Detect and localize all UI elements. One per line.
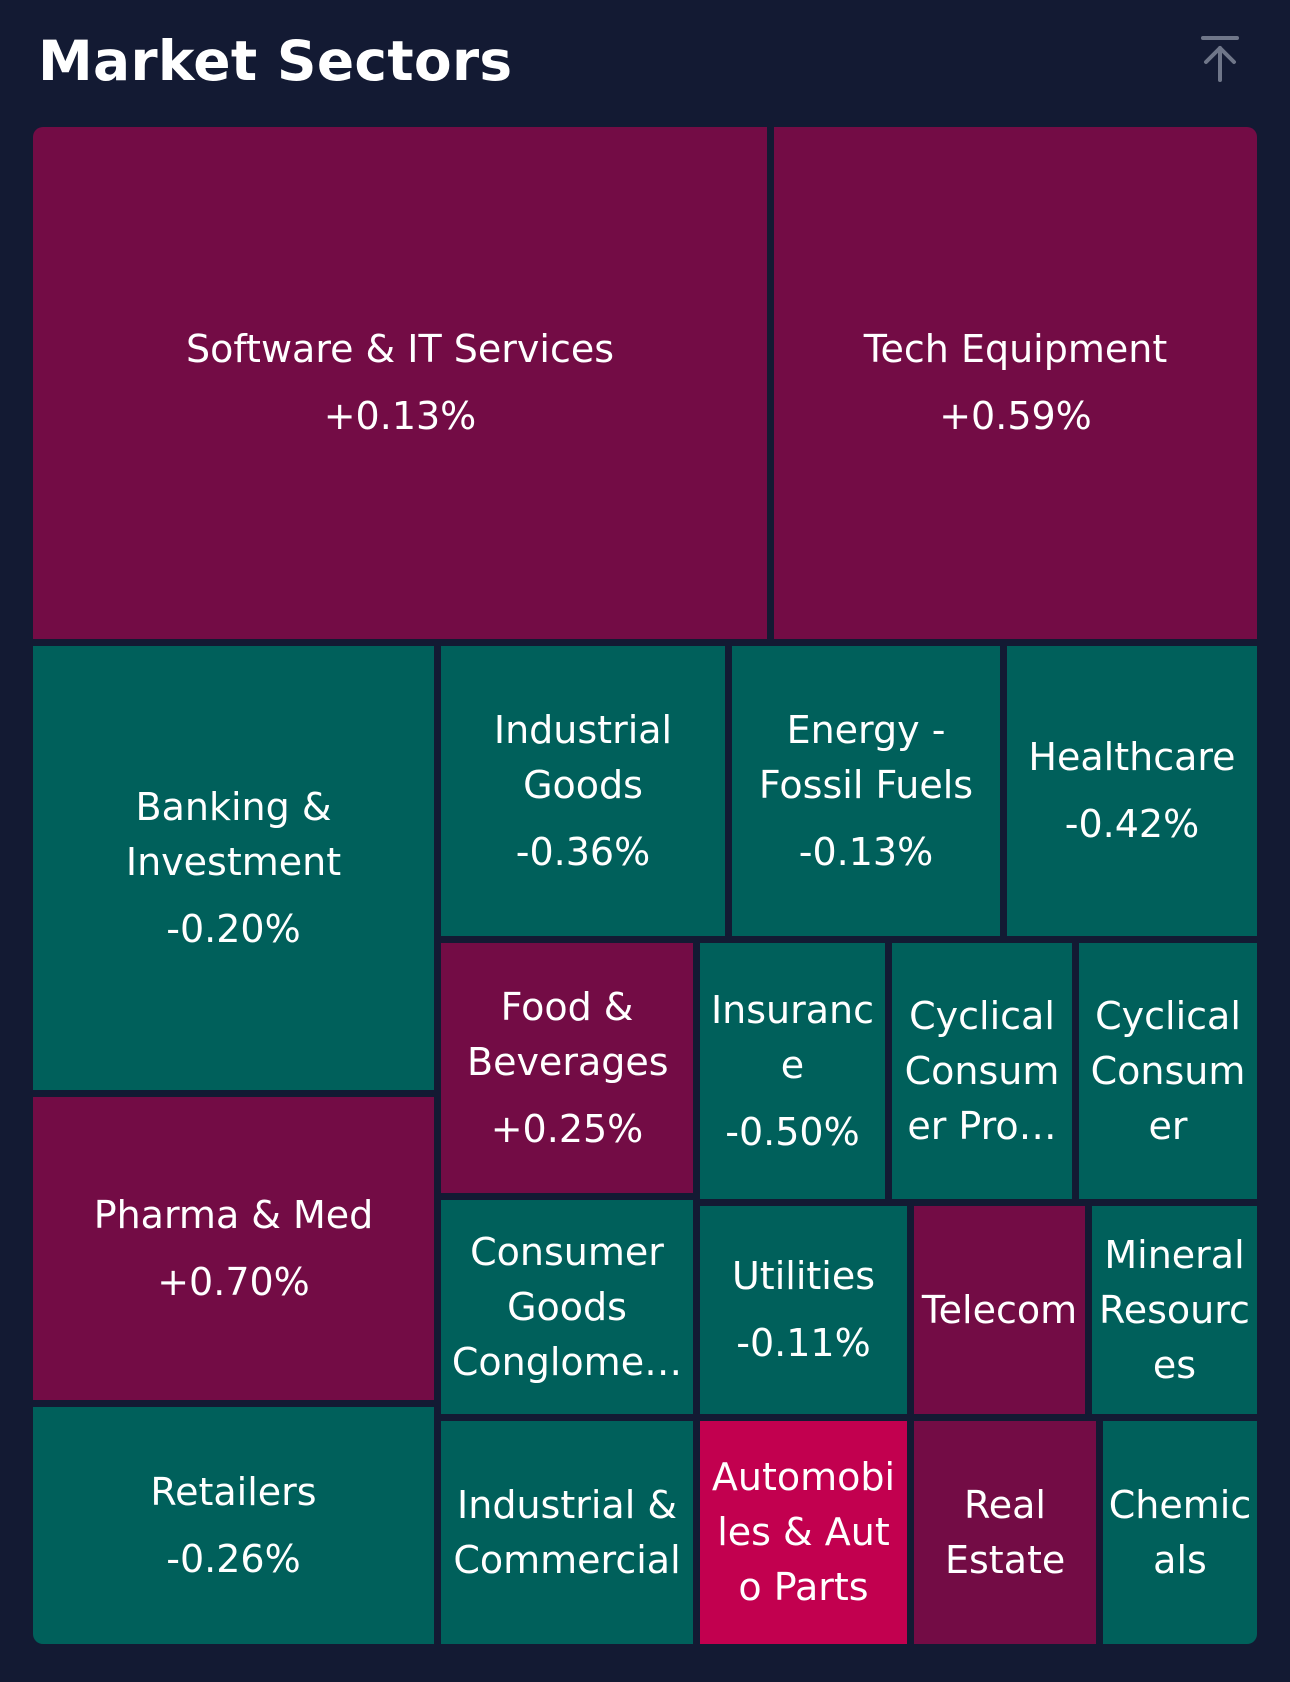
sector-tile-mineral-resources[interactable]: Mineral Resources: [1092, 1206, 1257, 1414]
sector-tile-cyclical-consumer[interactable]: Cyclical Consumer: [1079, 943, 1257, 1199]
sector-tile-utilities[interactable]: Utilities -0.11%: [700, 1206, 907, 1414]
sector-name: Retailers: [150, 1469, 317, 1514]
sector-name: Consumer Goods Conglome…: [451, 1229, 683, 1384]
sector-tile-banking-investment[interactable]: Banking & Investment -0.20%: [33, 646, 434, 1090]
sector-name: Chemicals: [1108, 1482, 1252, 1582]
sector-tile-chemicals[interactable]: Chemicals: [1103, 1421, 1257, 1644]
sector-change: -0.36%: [515, 829, 651, 874]
sector-treemap: Software & IT Services +0.13% Tech Equip…: [33, 127, 1257, 1644]
sector-name: Utilities: [731, 1254, 876, 1298]
scroll-to-top-button[interactable]: [1192, 28, 1248, 88]
sector-name: Mineral Resources: [1099, 1232, 1250, 1387]
sector-change: -0.50%: [725, 1109, 860, 1154]
sector-tile-retailers[interactable]: Retailers -0.26%: [33, 1407, 434, 1644]
sector-tile-food-beverages[interactable]: Food & Beverages +0.25%: [441, 943, 693, 1193]
sector-name: Insurance: [710, 987, 875, 1087]
sector-change: +0.13%: [323, 394, 477, 438]
sector-tile-real-estate[interactable]: Real Estate: [914, 1421, 1096, 1644]
sector-name: Banking & Investment: [125, 784, 342, 884]
sector-name: Pharma & Med: [93, 1192, 374, 1237]
sector-tile-pharma-med[interactable]: Pharma & Med +0.70%: [33, 1097, 434, 1400]
sector-name: Tech Equipment: [863, 327, 1168, 371]
sector-tile-tech-equipment[interactable]: Tech Equipment +0.59%: [774, 127, 1257, 639]
page-title: Market Sectors: [38, 29, 513, 93]
sector-name: Cyclical Consumer Pro…: [904, 993, 1060, 1148]
sector-name: Food & Beverages: [467, 984, 669, 1084]
sector-name: Automobiles & Auto Parts: [711, 1455, 896, 1609]
sector-change: +0.59%: [939, 394, 1092, 438]
sector-name: Telecom: [921, 1287, 1078, 1332]
sector-tile-software-it-services[interactable]: Software & IT Services +0.13%: [33, 127, 767, 639]
sector-change: -0.20%: [166, 906, 301, 951]
sector-tile-automobiles-auto-parts[interactable]: Automobiles & Auto Parts: [700, 1421, 907, 1644]
sector-tile-cyclical-consumer-products[interactable]: Cyclical Consumer Pro…: [892, 943, 1072, 1199]
sector-change: +0.70%: [157, 1259, 310, 1304]
sector-change: +0.25%: [490, 1106, 644, 1151]
sector-name: Real Estate: [945, 1482, 1066, 1582]
sector-name: Healthcare: [1028, 735, 1236, 779]
sector-tile-healthcare[interactable]: Healthcare -0.42%: [1007, 646, 1257, 936]
sector-change: -0.42%: [1064, 802, 1200, 846]
sector-change: -0.13%: [798, 829, 934, 874]
sector-tile-industrial-commercial[interactable]: Industrial & Commercial: [441, 1421, 693, 1644]
sector-name: Industrial & Commercial: [453, 1482, 681, 1582]
sector-name: Cyclical Consumer: [1090, 993, 1246, 1148]
sector-tile-telecom[interactable]: Telecom: [914, 1206, 1085, 1414]
sector-tile-consumer-goods-conglomerates[interactable]: Consumer Goods Conglome…: [441, 1200, 693, 1414]
sector-name: Energy - Fossil Fuels: [758, 707, 974, 807]
sector-tile-insurance[interactable]: Insurance -0.50%: [700, 943, 885, 1199]
arrow-up-to-top-icon: [1201, 36, 1239, 82]
sector-change: -0.11%: [736, 1321, 871, 1365]
sector-tile-energy-fossil-fuels[interactable]: Energy - Fossil Fuels -0.13%: [732, 646, 1000, 936]
sector-change: -0.26%: [166, 1536, 301, 1581]
sector-name: Industrial Goods: [493, 707, 673, 807]
sector-name: Software & IT Services: [185, 327, 615, 371]
sector-tile-industrial-goods[interactable]: Industrial Goods -0.36%: [441, 646, 725, 936]
